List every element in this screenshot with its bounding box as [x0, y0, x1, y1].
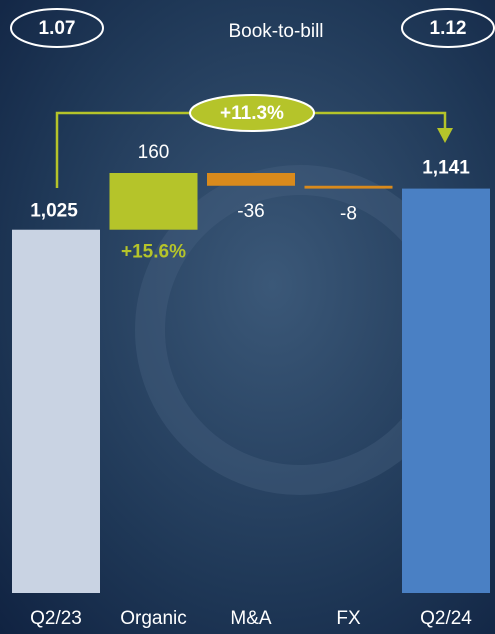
total-growth: +11.3%	[220, 103, 284, 124]
bar	[402, 189, 490, 593]
bar	[110, 173, 198, 230]
x-tick-label: Organic	[120, 608, 187, 629]
bar	[305, 186, 393, 189]
bar	[207, 173, 295, 186]
organic-growth: +15.6%	[121, 242, 186, 263]
value-label: -8	[340, 204, 357, 225]
bb-end: 1.12	[430, 18, 467, 39]
value-label: 1,141	[422, 158, 470, 179]
x-tick-label: Q2/24	[420, 608, 472, 629]
bb-label: Book-to-bill	[228, 21, 323, 42]
value-label: 160	[138, 142, 170, 163]
bb-start: 1.07	[39, 18, 76, 39]
value-label: -36	[237, 201, 264, 222]
chart: 1.07 Book-to-bill 1.12 +11.3% 1,025 Q2/23…	[0, 0, 495, 634]
x-tick-label: FX	[336, 608, 361, 629]
x-tick-label: M&A	[230, 608, 272, 629]
x-tick-label: Q2/23	[30, 608, 82, 629]
value-label: 1,025	[30, 201, 78, 222]
bar	[12, 230, 100, 593]
